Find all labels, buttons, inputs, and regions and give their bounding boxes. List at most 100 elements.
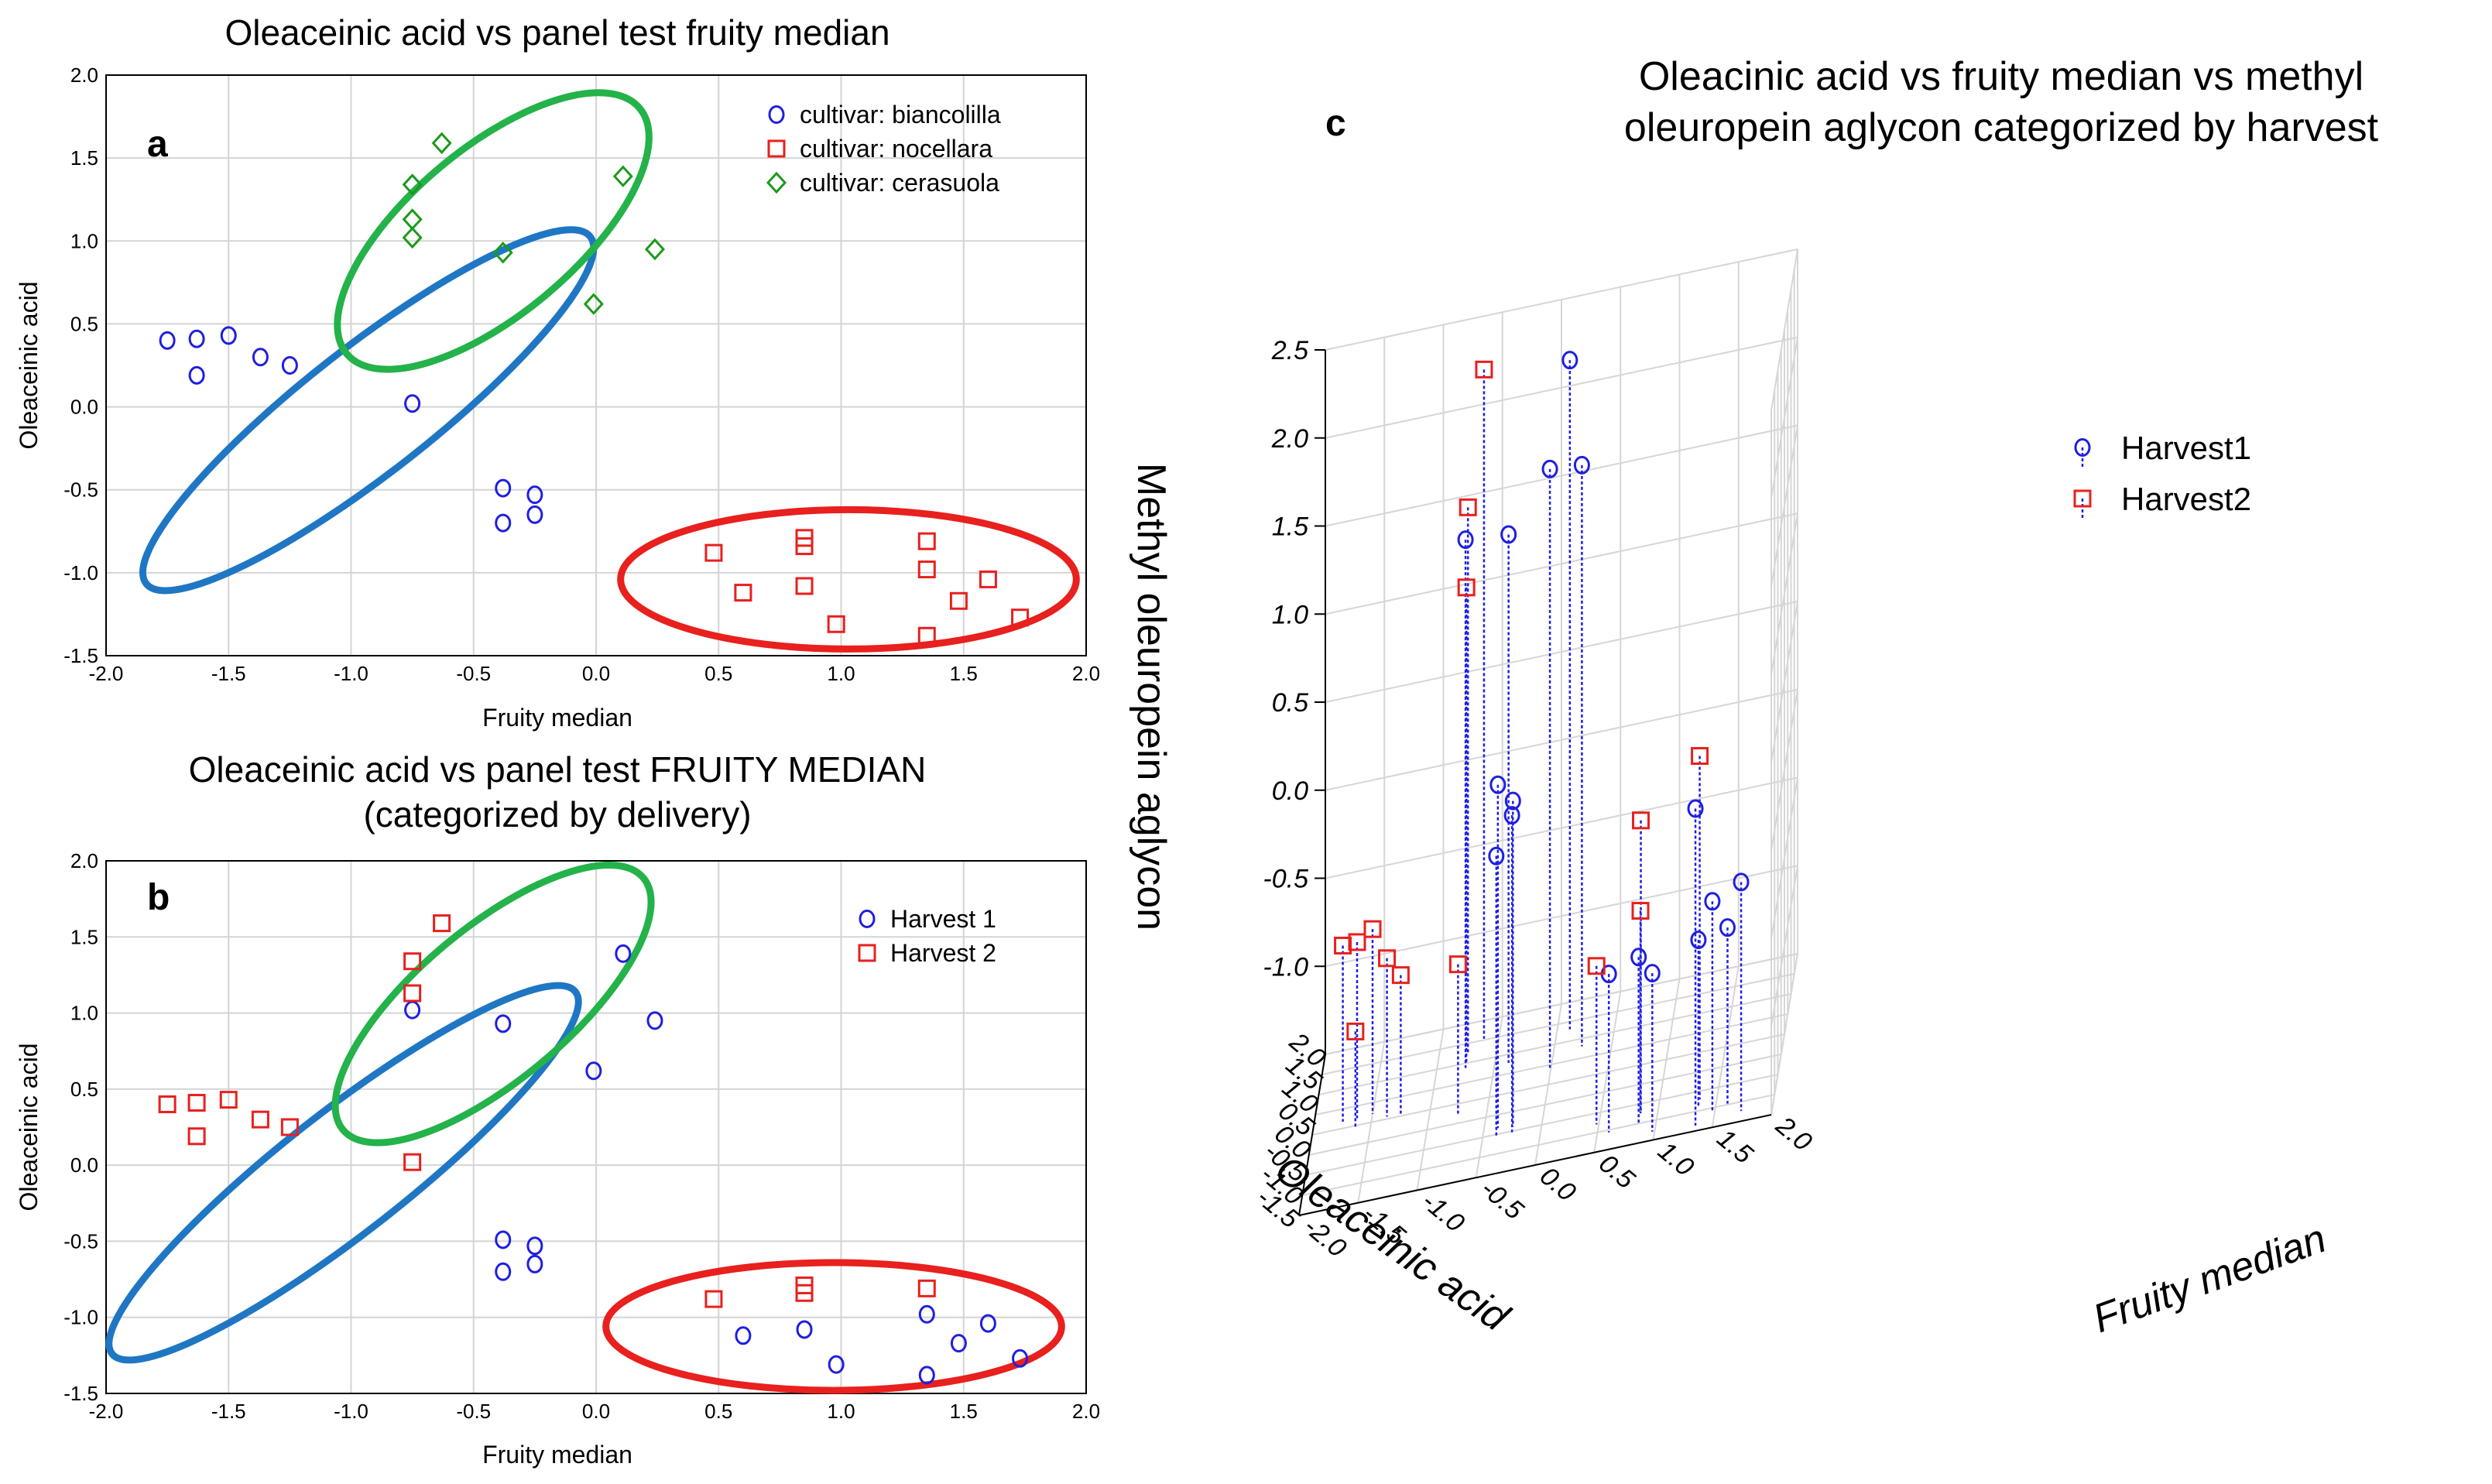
chart-c-floor-gridline xyxy=(1711,966,1740,1128)
chart-c-sidewall-gridline xyxy=(1770,513,1798,675)
chart-b-ytick-label: 1.0 xyxy=(70,1002,98,1025)
chart-c-series-0-point xyxy=(1630,948,1647,967)
chart-c-floor-gridline xyxy=(1652,978,1681,1140)
chart-a-ytick-label: -1.0 xyxy=(63,561,98,584)
chart-a-xlabel: Fruity median xyxy=(482,704,632,732)
chart-b-xtick-label: 2.0 xyxy=(1072,1400,1100,1423)
chart-b-series-0-point xyxy=(1012,1349,1029,1368)
chart-c-legend-label-0: Harvest1 xyxy=(2121,430,2251,466)
chart-b-title: Oleaceinic acid vs panel test FRUITY MED… xyxy=(189,749,927,790)
chart-a-series-1-point xyxy=(917,560,936,579)
chart-c-xlabel: Fruity median xyxy=(2087,1216,2332,1342)
chart-b-panel-label: b xyxy=(147,877,170,918)
chart-a-series-1-point xyxy=(917,626,936,645)
chart-a-series-2-point xyxy=(612,165,633,187)
chart-c-series-0-point xyxy=(1488,846,1505,865)
chart-a-series-0-point xyxy=(188,329,205,348)
chart-c-series-0-point xyxy=(1687,799,1704,818)
chart-a-series-2-point xyxy=(431,132,452,155)
chart-a: Oleaceinic acid vs panel test fruity med… xyxy=(15,12,1100,732)
chart-b-series-1-point xyxy=(704,1290,723,1308)
chart-c-ztick-label: 0.5 xyxy=(1272,688,1308,718)
chart-c-series-1-point xyxy=(1631,902,1650,920)
chart-a-xtick-label: -0.5 xyxy=(456,662,491,685)
chart-a-series-1-point xyxy=(795,537,814,556)
chart-a-nocellara-group-ellipse xyxy=(617,506,1080,653)
chart-c-sidewall-gridline xyxy=(1770,425,1798,587)
chart-c-series-1-point xyxy=(1459,498,1477,516)
chart-b-series-1-point xyxy=(917,1279,936,1297)
chart-b-series-0-point xyxy=(526,1254,543,1273)
chart-c-sidewall-gridline xyxy=(1770,337,1798,499)
chart-a-series-2-point xyxy=(492,242,513,264)
chart-a-ytick-label: 0.0 xyxy=(70,396,98,419)
chart-c-floor-gridline xyxy=(1593,991,1622,1153)
chart-b-ytick-label: 1.5 xyxy=(70,925,98,948)
chart-b-series-1-point xyxy=(403,984,422,1002)
chart-a-legend-marker-2 xyxy=(766,171,787,194)
chart-b-series-0-point xyxy=(950,1334,967,1353)
chart-c-series-1-point xyxy=(1475,360,1493,379)
chart-a-xtick-label: 0.0 xyxy=(582,662,610,685)
chart-a-series-2-point xyxy=(402,226,423,249)
chart-c-series-1-point xyxy=(1632,811,1650,830)
chart-a-series-0-point xyxy=(220,326,237,345)
chart-a-xtick-label: 1.5 xyxy=(950,662,978,685)
chart-b-series-0-point xyxy=(495,1230,512,1249)
chart-a-series-1-point xyxy=(704,543,723,562)
chart-c-ztick-label: 2.0 xyxy=(1271,424,1308,454)
chart-c-series-1-point xyxy=(1363,920,1382,938)
chart-c-ztick-label: 2.5 xyxy=(1271,336,1308,365)
chart-b-legend-label-0: Harvest 1 xyxy=(890,905,996,933)
chart-a-biancolilla-group-ellipse xyxy=(139,226,598,595)
chart-b-series-0-point xyxy=(735,1326,752,1345)
chart-b-series-1-point xyxy=(187,1127,206,1146)
chart-c-xtick-label: 0.0 xyxy=(1534,1161,1582,1208)
chart-a-series-1-point xyxy=(1011,608,1030,627)
chart-b-legend-label-1: Harvest 2 xyxy=(890,939,996,967)
chart-a-series-0-point xyxy=(252,348,269,367)
chart-a-legend-label-2: cultivar: cerasuola xyxy=(800,169,999,197)
chart-b-series-0-point xyxy=(526,1236,543,1256)
chart-a-series-1-point xyxy=(734,584,752,602)
chart-b-series-1-point xyxy=(251,1110,269,1129)
chart-c-xtick-label: -1.0 xyxy=(1416,1187,1469,1239)
chart-b-series-0-point xyxy=(979,1314,996,1333)
chart-c-xtick-label: 1.0 xyxy=(1652,1136,1699,1183)
chart-a-xtick-label: -2.0 xyxy=(89,662,124,685)
chart-b-plot-frame xyxy=(105,860,1087,1394)
chart-c-legend-marker-0 xyxy=(2074,438,2091,457)
chart-c-backwall-gridline xyxy=(1325,248,1798,351)
chart-c-series-0-point xyxy=(1573,455,1590,475)
chart-c-series-0-point xyxy=(1457,530,1474,550)
chart-a-series-2-point xyxy=(402,173,423,196)
chart-a-panel-label: a xyxy=(147,124,168,165)
chart-a-series-0-point xyxy=(404,394,421,413)
chart-b-nocellara-group-ellipse xyxy=(602,1259,1065,1394)
chart-b-series-0-point xyxy=(585,1061,602,1081)
chart-b-series-1-point xyxy=(403,1153,422,1171)
chart-b-xtick-label: 1.0 xyxy=(827,1400,855,1423)
chart-b-xlabel: Fruity median xyxy=(482,1441,632,1469)
chart-b-series-1-point xyxy=(403,952,422,971)
chart-c-ztick-label: 1.5 xyxy=(1272,512,1308,542)
chart-a-series-2-point xyxy=(402,208,423,231)
chart-a-series-0-point xyxy=(526,485,543,505)
chart-a-title: Oleaceinic acid vs panel test fruity med… xyxy=(225,12,890,53)
chart-b-xtick-label: -1.0 xyxy=(334,1400,368,1423)
chart-a-series-1-point xyxy=(827,615,845,633)
chart-a-xtick-label: 0.5 xyxy=(704,662,732,685)
chart-b-xtick-label: -1.5 xyxy=(211,1400,246,1423)
chart-c-floor-gridline xyxy=(1305,1074,1778,1176)
chart-c-series-1-point xyxy=(1587,957,1606,975)
chart-c-ztick-label: 0.0 xyxy=(1272,776,1308,806)
chart-a-legend-marker-0 xyxy=(768,105,785,124)
chart-b-series-0-point xyxy=(796,1320,813,1339)
chart-b-ytick-label: 2.0 xyxy=(70,849,98,872)
chart-b-series-1-point xyxy=(280,1118,299,1136)
chart-b-series-0-point xyxy=(828,1355,845,1374)
chart-a-series-1-point xyxy=(949,591,968,610)
chart-a-xtick-label: 2.0 xyxy=(1072,662,1100,685)
chart-b-series-1-point xyxy=(433,914,451,933)
